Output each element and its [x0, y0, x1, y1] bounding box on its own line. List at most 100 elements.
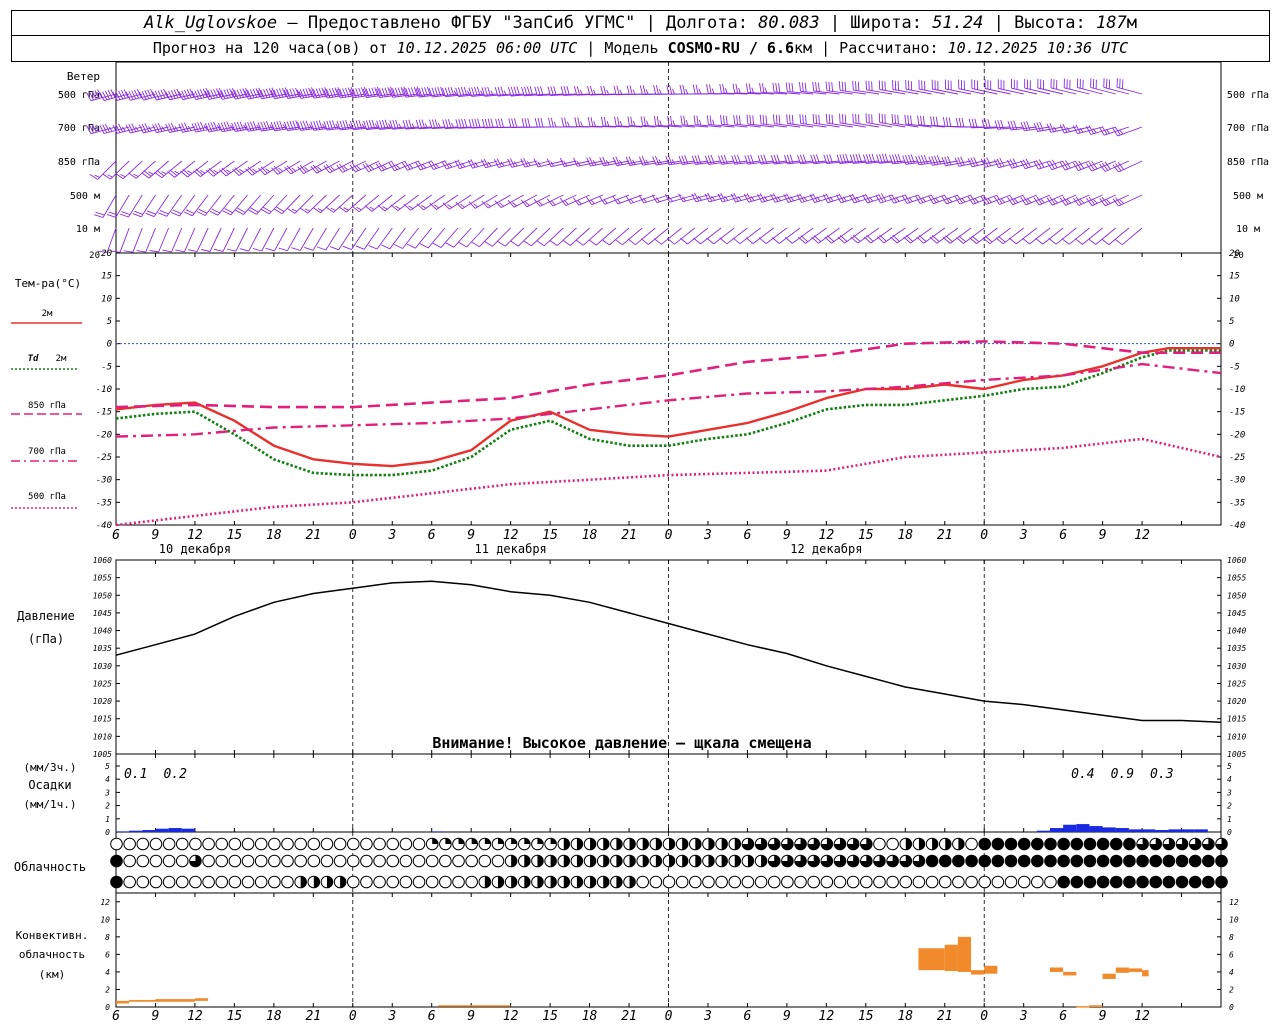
wind-level-label: 10 м	[1236, 224, 1260, 235]
cloud-circle	[189, 875, 202, 889]
wind-barb	[905, 79, 932, 95]
cloud-cover-symbol	[268, 875, 281, 889]
wind-barb	[270, 87, 301, 100]
wind-barb	[441, 159, 472, 170]
cloud-cover-symbol	[741, 875, 755, 889]
cloud-cover-symbol	[412, 875, 426, 889]
precip-axis-tick: 2	[1227, 802, 1232, 811]
wind-barb	[917, 115, 945, 128]
cloud-cover-symbol	[544, 854, 557, 868]
wind-level-label: 500 гПа	[1227, 90, 1269, 101]
cloud-cover-symbol	[1215, 854, 1228, 868]
wind-axis-tick: 20	[89, 251, 100, 261]
wind-barb	[1076, 78, 1103, 95]
wind-barb	[692, 84, 722, 95]
cloud-cover-symbol	[439, 875, 452, 889]
wind-barb	[167, 160, 196, 178]
hour-label: 9	[467, 528, 475, 543]
cloud-cover-symbol	[175, 837, 189, 851]
wind-level-label: 500 м	[1233, 191, 1263, 202]
wind-barb	[865, 113, 893, 128]
hour-label: 3	[387, 1009, 396, 1024]
conv-cloud-bar	[438, 1005, 511, 1007]
cloud-circle	[662, 875, 676, 889]
wind-barb	[982, 227, 1011, 245]
cloud-circle	[215, 854, 229, 868]
cloud-cover-symbol	[373, 854, 386, 868]
wind-barb	[86, 89, 117, 102]
cloud-fill	[616, 838, 623, 850]
cloud-fill	[629, 838, 636, 850]
wind-barb	[875, 193, 906, 204]
cloud-circle	[162, 875, 176, 889]
cloud-fill	[1031, 838, 1044, 850]
wind-barb	[601, 227, 630, 246]
cloud-circle	[215, 875, 229, 889]
cloud-circle	[741, 875, 755, 889]
cloud-circle	[254, 837, 268, 851]
cloud-fill	[1084, 838, 1096, 850]
hour-label: 15	[227, 1009, 243, 1024]
conv-title-2: облачность	[19, 948, 85, 961]
cloud-cover-symbol	[820, 854, 834, 868]
wind-barb	[299, 194, 327, 214]
cloud-circle	[412, 837, 426, 851]
precip-bar	[1181, 829, 1195, 832]
wind-barb	[534, 117, 564, 128]
cloud-circle	[202, 837, 215, 851]
cloud-fill	[834, 855, 846, 867]
cloud-fill	[1097, 855, 1109, 867]
cloud-cover-symbol	[820, 875, 834, 889]
cloud-fill	[1123, 838, 1136, 850]
wind-barb	[1112, 160, 1143, 173]
cloud-fill	[603, 838, 610, 850]
legend-label-t2m: 2м	[42, 309, 53, 319]
wind-barb	[419, 227, 446, 249]
cloud-fill	[807, 838, 820, 850]
cloud-circle	[268, 837, 281, 851]
pressure-axis-tick: 1010	[1227, 732, 1246, 741]
cloud-cover-symbol	[754, 875, 768, 889]
cloud-cover-symbol	[294, 837, 307, 851]
cloud-circle	[636, 875, 649, 889]
temp-axis-tick: -15	[96, 408, 112, 418]
precip-axis-tick: 3	[1226, 788, 1232, 797]
wind-barb	[1099, 194, 1130, 207]
wind-barb	[759, 114, 787, 128]
cloud-cover-symbol	[938, 854, 952, 868]
hour-label: 21	[305, 528, 321, 543]
precip-total-label: 0.2	[163, 767, 187, 782]
wind-barb	[1101, 227, 1130, 245]
temp-axis-tick: -30	[1229, 476, 1245, 486]
wind-barb	[811, 227, 840, 244]
wind-barb	[995, 227, 1024, 245]
cloud-cover-symbol	[1017, 837, 1031, 851]
wind-barb	[1061, 227, 1090, 245]
wind-barb	[480, 158, 511, 169]
cloud-cover-symbol	[1083, 854, 1097, 868]
wind-barb	[573, 157, 603, 167]
hour-label: 18	[266, 1009, 282, 1024]
cloud-fill	[1215, 876, 1228, 888]
cloud-circle	[320, 837, 334, 851]
cloud-circle	[439, 854, 452, 868]
cloud-cover-symbol	[136, 854, 150, 868]
pressure-axis-tick: 1055	[1227, 574, 1246, 583]
pressure-line	[115, 580, 1222, 724]
hour-label: 15	[542, 1009, 558, 1024]
cloud-fill	[918, 838, 925, 850]
wind-barb	[825, 113, 853, 128]
conv-axis-tick: 10	[1229, 915, 1239, 924]
wind-barb	[918, 79, 945, 95]
cloud-cover-symbol	[662, 854, 676, 868]
cloud-circle	[425, 854, 439, 868]
cloud-cover-symbol	[938, 875, 952, 889]
wind-level-label: 10 м	[76, 224, 100, 235]
hour-label: 12	[187, 1009, 203, 1024]
cloud-cover-symbol	[1188, 837, 1202, 851]
cloud-fill	[708, 838, 715, 850]
conv-axis-tick: 4	[105, 968, 110, 977]
cloud-cover-symbol	[1175, 854, 1189, 868]
cloud-cover-symbol	[1017, 875, 1031, 889]
precip-unit-3h: (мм/3ч.)	[24, 761, 77, 774]
